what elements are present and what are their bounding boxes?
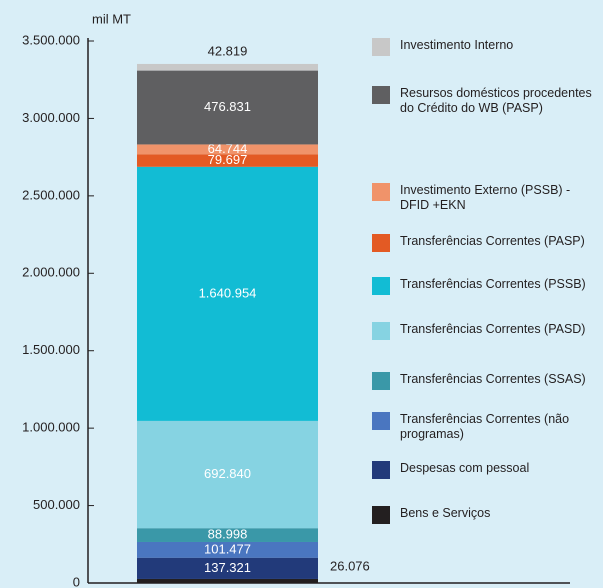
legend-swatch xyxy=(372,322,390,340)
y-tick-label: 1.000.000 xyxy=(22,420,80,435)
legend-label: Transferências Correntes (PSSB) xyxy=(400,277,586,291)
legend-item: Bens e Serviços xyxy=(372,506,600,524)
legend-item: Investimento Interno xyxy=(372,38,600,56)
data-label: 42.819 xyxy=(208,43,248,58)
data-label: 692.840 xyxy=(204,466,251,481)
legend-item: Transferências Correntes (não programas) xyxy=(372,412,600,442)
legend-label: Transferências Correntes (não programas) xyxy=(400,412,570,441)
legend-swatch xyxy=(372,372,390,390)
bar-segment xyxy=(137,144,318,155)
legend-swatch xyxy=(372,38,390,56)
bar-segment xyxy=(137,63,318,71)
legend-swatch xyxy=(372,461,390,479)
legend-swatch xyxy=(372,86,390,104)
bar-segment xyxy=(137,420,318,529)
bar-segment xyxy=(137,557,318,579)
legend-item: Transferências Correntes (PASD) xyxy=(372,322,600,340)
bar-segment xyxy=(137,541,318,558)
data-label: 26.076 xyxy=(330,558,370,573)
bar-segment xyxy=(137,70,318,145)
bar-segment xyxy=(137,528,318,542)
legend-swatch xyxy=(372,234,390,252)
legend-item: Resursos domésticos procedentes do Crédi… xyxy=(372,86,600,116)
bar-segment xyxy=(137,154,318,167)
legend-swatch xyxy=(372,506,390,524)
y-tick-label: 2.500.000 xyxy=(22,187,80,202)
bar-segment xyxy=(137,166,318,421)
legend-label: Resursos domésticos procedentes do Crédi… xyxy=(400,86,592,115)
legend-label: Investimento Externo (PSSB) - DFID +EKN xyxy=(400,183,571,212)
legend-item: Transferências Correntes (PSSB) xyxy=(372,277,600,295)
legend-label: Transferências Correntes (SSAS) xyxy=(400,372,586,386)
y-tick-label: 1.500.000 xyxy=(22,342,80,357)
data-label: 64.744 xyxy=(208,141,248,156)
legend-item: Despesas com pessoal xyxy=(372,461,600,479)
legend-swatch xyxy=(372,183,390,201)
y-tick-label: 3.000.000 xyxy=(22,110,80,125)
legend-item: Transferências Correntes (PASP) xyxy=(372,234,600,252)
data-label: 1.640.954 xyxy=(199,285,257,300)
y-tick-label: 2.000.000 xyxy=(22,265,80,280)
legend-label: Despesas com pessoal xyxy=(400,461,530,475)
legend-item: Transferências Correntes (SSAS) xyxy=(372,372,600,390)
legend-label: Investimento Interno xyxy=(400,38,514,52)
legend-label: Transferências Correntes (PASD) xyxy=(400,322,586,336)
legend-swatch xyxy=(372,412,390,430)
legend-swatch xyxy=(372,277,390,295)
y-tick-label: 3.500.000 xyxy=(22,32,80,47)
data-label: 137.321 xyxy=(204,560,251,575)
legend-label: Transferências Correntes (PASP) xyxy=(400,234,585,248)
y-tick-label: 500.000 xyxy=(33,497,80,512)
y-axis-label: mil MT xyxy=(92,11,131,26)
data-label: 79.697 xyxy=(208,152,248,167)
data-label: 476.831 xyxy=(204,99,251,114)
y-tick-label: 0 xyxy=(73,574,80,588)
data-label: 101.477 xyxy=(204,541,251,556)
bar-segment xyxy=(137,578,318,583)
data-label: 88.998 xyxy=(208,527,248,542)
legend-item: Investimento Externo (PSSB) - DFID +EKN xyxy=(372,183,600,213)
legend-label: Bens e Serviços xyxy=(400,506,491,520)
